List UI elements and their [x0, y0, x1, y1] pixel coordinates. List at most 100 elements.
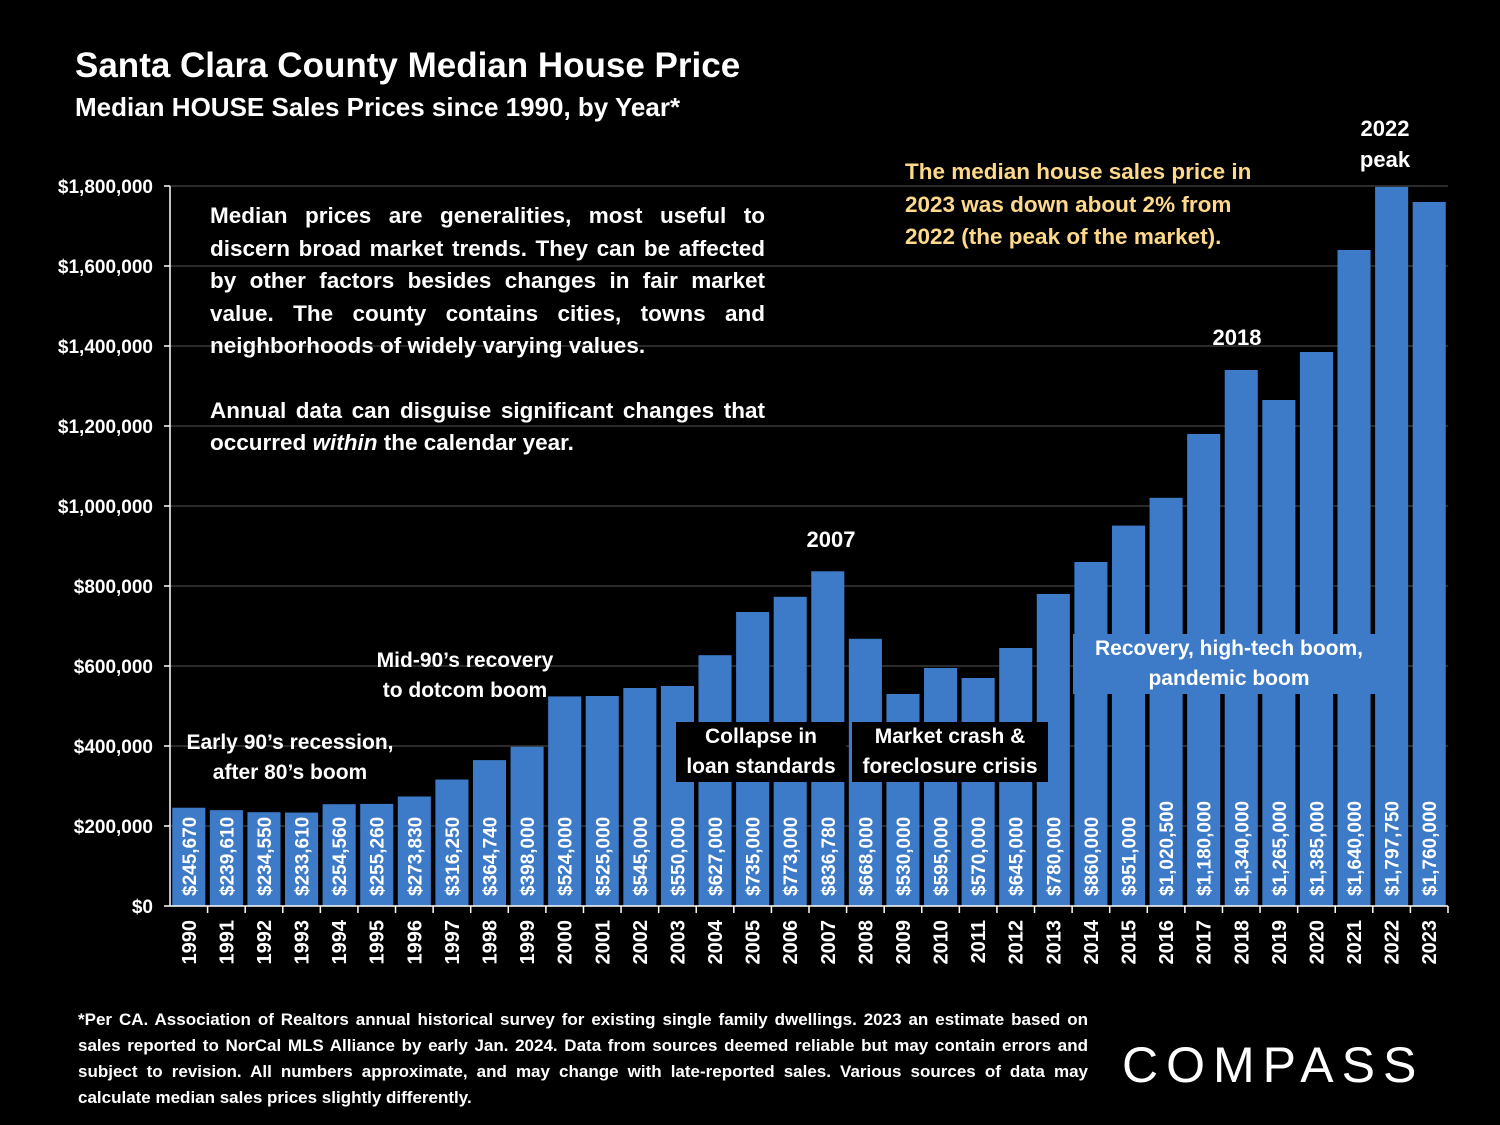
bar-value-label: $550,000: [668, 817, 689, 896]
bar-value-label: $627,000: [706, 817, 727, 896]
x-tick-label: 2012: [1006, 920, 1028, 965]
x-tick-label: 2003: [667, 920, 689, 965]
bar-1994: [322, 804, 356, 906]
compass-logo: COMPASS: [1122, 1037, 1425, 1093]
bar-value-label: $316,250: [443, 817, 464, 896]
bar-value-label: $860,000: [1082, 817, 1103, 896]
x-tick-label: 2013: [1043, 920, 1065, 965]
early-90s-line1: Early 90’s recession,: [186, 731, 394, 754]
bar-2021: [1337, 250, 1371, 906]
bar-2010: [924, 668, 958, 906]
bar-value-label: $780,000: [1044, 817, 1065, 896]
chart-title: Santa Clara County Median House Price: [75, 46, 741, 85]
bar-value-label: $1,640,000: [1345, 801, 1366, 896]
x-tick-label: 2022: [1382, 920, 1404, 965]
x-tick-label: 2011: [968, 920, 990, 963]
bar-2011: [961, 678, 995, 906]
bar-2016: [1149, 497, 1183, 906]
bar-value-label: $524,000: [556, 817, 577, 896]
bar-value-label: $1,020,500: [1157, 801, 1178, 896]
bar-2014: [1074, 562, 1108, 906]
bar-value-label: $1,340,000: [1232, 801, 1253, 896]
recovery-line1: Recovery, high-tech boom,: [1095, 637, 1363, 660]
bar-value-label: $668,000: [856, 817, 877, 896]
bar-1999: [510, 746, 544, 906]
bar-2015: [1111, 525, 1146, 906]
x-tick-label: 2005: [743, 920, 765, 965]
bar-value-label: $525,000: [593, 817, 614, 896]
mid-90s-line2: to dotcom boom: [382, 679, 548, 702]
bar-1995: [360, 803, 394, 906]
bar-value-label: $836,780: [819, 817, 840, 896]
recovery-line2: pandemic boom: [1148, 667, 1310, 690]
bar-value-label: $364,740: [481, 817, 502, 896]
peak-2022-line2: peak: [1359, 147, 1411, 172]
year-2018-label: 2018: [1212, 325, 1262, 350]
bar-value-label: $1,760,000: [1420, 801, 1441, 896]
early-90s-callout: Early 90’s recession, after 80’s boom: [180, 728, 400, 788]
chart-subtitle: Median HOUSE Sales Prices since 1990, by…: [75, 92, 681, 122]
x-tick-label: 1993: [292, 920, 314, 965]
mid-90s-callout: Mid-90’s recovery to dotcom boom: [365, 646, 565, 706]
y-tick-label: $800,000: [74, 577, 153, 598]
bar-value-label: $245,670: [180, 817, 201, 896]
crash-callout: Market crash & foreclosure crisis: [852, 722, 1048, 782]
footnote: *Per CA. Association of Realtors annual …: [78, 1010, 1088, 1107]
y-tick-label: $1,600,000: [58, 257, 153, 278]
bar-value-label: $255,260: [368, 817, 389, 896]
bar-value-label: $234,550: [255, 817, 276, 896]
bar-value-label: $233,610: [293, 817, 314, 896]
bar-value-label: $1,180,000: [1195, 801, 1216, 896]
x-tick-label: 2006: [780, 920, 802, 965]
x-tick-label: 1996: [404, 920, 426, 965]
bar-1996: [397, 796, 431, 906]
bar-2020: [1299, 352, 1333, 906]
x-tick-label: 2000: [555, 920, 577, 965]
bar-1998: [472, 760, 507, 906]
x-tick-label: 2009: [893, 920, 915, 965]
crash-line1: Market crash &: [874, 725, 1026, 748]
bar-value-label: $1,265,000: [1270, 801, 1291, 896]
x-tick-label: 2010: [931, 920, 953, 965]
bar-value-label: $398,000: [518, 817, 539, 896]
x-tick-label: 2002: [630, 920, 652, 965]
x-tick-label: 2019: [1269, 920, 1291, 965]
y-tick-label: $1,800,000: [58, 177, 153, 198]
y-tick-label: $0: [132, 897, 153, 918]
x-tick-label: 2014: [1081, 919, 1103, 964]
x-tick-label: 1994: [329, 919, 351, 964]
note-p2-end: the calendar year.: [377, 430, 574, 455]
x-tick-label: 2023: [1419, 920, 1441, 965]
bar-1992: [247, 812, 281, 906]
peak-2022-label: 2022 peak: [1340, 113, 1430, 175]
y-tick-label: $1,000,000: [58, 497, 153, 518]
bar-value-label: $1,797,750: [1383, 801, 1404, 896]
x-tick-label: 1999: [517, 920, 539, 965]
collapse-line1: Collapse in: [704, 725, 818, 748]
bar-value-label: $570,000: [969, 817, 990, 896]
bar-value-label: $545,000: [631, 817, 652, 896]
x-tick-label: 1992: [254, 920, 276, 965]
bar-value-label: $645,000: [1007, 817, 1028, 896]
bar-value-label: $273,830: [405, 817, 426, 896]
bar-2023: [1412, 202, 1446, 906]
x-tick-label: 2015: [1119, 920, 1141, 965]
x-tick-label: 2021: [1344, 920, 1366, 965]
y-tick-label: $600,000: [74, 657, 153, 678]
bar-2000: [548, 696, 582, 906]
bar-1991: [209, 810, 243, 906]
x-tick-label: 2008: [855, 920, 877, 965]
year-2007-label: 2007: [806, 527, 856, 552]
x-tick-label: 1998: [480, 920, 502, 965]
x-tick-label: 2020: [1306, 920, 1328, 965]
bar-value-label: $254,560: [330, 817, 351, 896]
collapse-callout: Collapse in loan standards: [676, 722, 846, 782]
peak-2022-line1: 2022: [1360, 116, 1410, 141]
x-tick-label: 1990: [179, 920, 201, 965]
decline-2023-callout: The median house sales price in 2023 was…: [905, 159, 1252, 249]
y-tick-label: $1,400,000: [58, 337, 153, 358]
x-tick-label: 2017: [1194, 920, 1216, 965]
x-tick-label: 1995: [367, 920, 389, 965]
x-tick-label: 2001: [592, 920, 614, 965]
bar-value-label: $773,000: [781, 817, 802, 896]
